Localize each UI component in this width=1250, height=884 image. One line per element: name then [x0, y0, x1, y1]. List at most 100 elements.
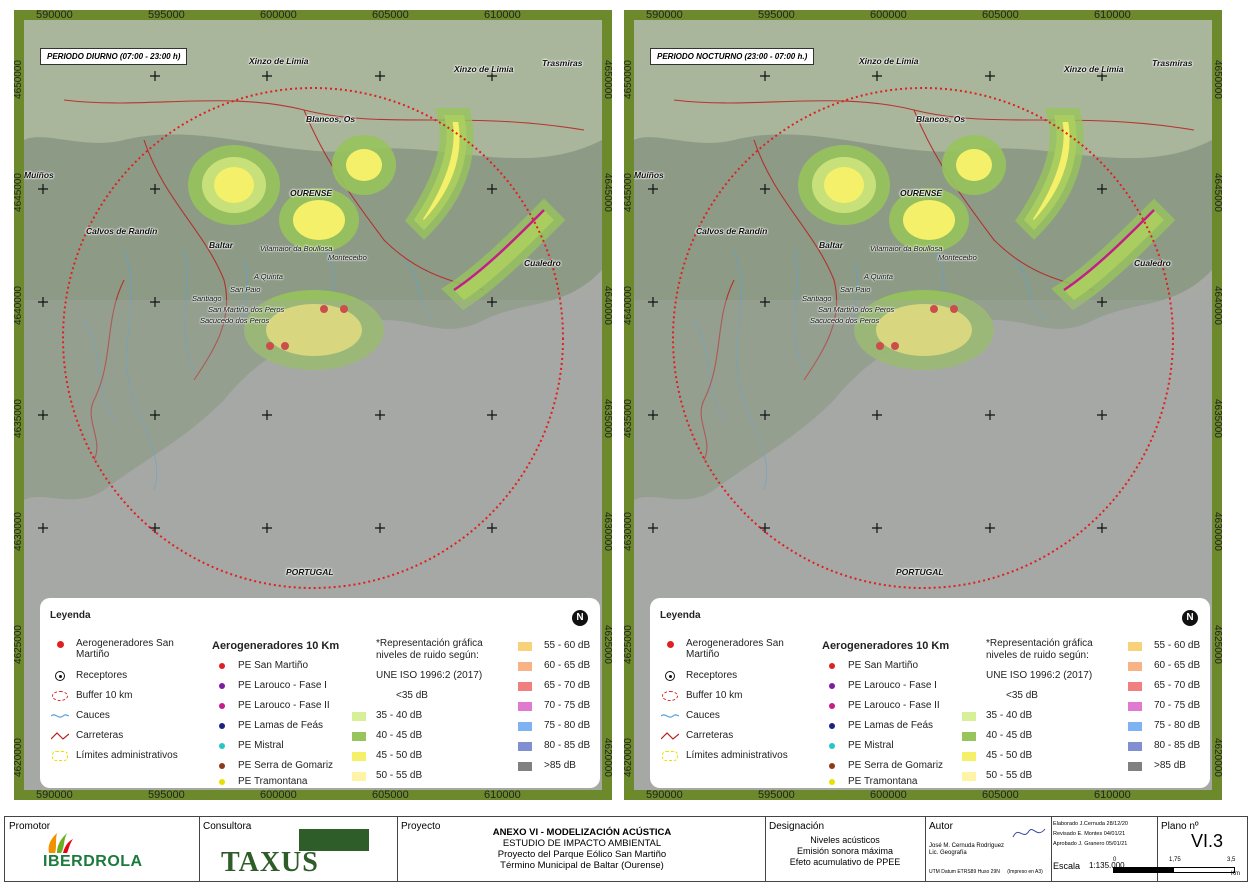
x-tick-label: 595000	[758, 789, 795, 801]
y-tick-label: 4630000	[602, 512, 613, 551]
place-label: Xinzo de Limia	[454, 64, 514, 74]
consultora-name: TAXUS	[221, 847, 319, 878]
legend-item: PE Tramontana	[822, 776, 917, 788]
promotor-label: Promotor	[9, 821, 51, 832]
place-label: Trasmiras	[1152, 58, 1193, 68]
place-label: San Paio	[840, 285, 871, 294]
x-tick-label: 600000	[260, 789, 297, 801]
wind-turbine-icon	[829, 763, 835, 769]
legend-item: PE Serra de Gomariz	[212, 760, 333, 772]
period-label: PERIODO NOCTURNO (23:00 - 07:00 h.)	[650, 48, 815, 65]
x-tick-label: 605000	[372, 789, 409, 801]
legend-level: 40 - 45 dB	[352, 730, 422, 741]
map-canvas: PERIODO NOCTURNO (23:00 - 07:00 h.) Xinz…	[634, 20, 1212, 790]
x-tick-label: 605000	[982, 789, 1019, 801]
proyecto-line: ANEXO VI - MODELIZACIÓN ACÚSTICA	[492, 827, 672, 838]
y-tick-label: 4630000	[623, 512, 634, 551]
escala-value: 1:135.000	[1089, 861, 1125, 870]
place-label: PORTUGAL	[896, 567, 944, 577]
y-tick-label: 4635000	[1212, 399, 1223, 438]
y-tick-label: 4620000	[13, 738, 24, 777]
x-tick-label: 600000	[870, 789, 907, 801]
place-label: Santiago	[802, 294, 832, 303]
datum-text: UTM Datum ETRS89 Huso 29N	[929, 869, 1000, 875]
aero-title: Aerogeneradores 10 Km	[212, 640, 340, 652]
place-label: San Martiño dos Peros	[208, 305, 285, 314]
legend-level: 80 - 85 dB	[518, 740, 590, 751]
legend-level: 75 - 80 dB	[1128, 720, 1200, 731]
place-label: Santiago	[192, 294, 222, 303]
note-text: *Representación gráfica	[986, 638, 1093, 649]
note-text: UNE ISO 1996:2 (2017)	[376, 670, 483, 681]
place-label: Blancos, Os	[916, 114, 966, 124]
place-label: A Quinta	[254, 272, 283, 281]
legend-title: Leyenda	[50, 610, 91, 621]
place-label: Muíños	[24, 170, 54, 180]
designacion-line: Emisión sonora máxima	[796, 846, 894, 856]
place-label: Calvos de Randín	[86, 226, 158, 236]
x-tick-label: 600000	[870, 9, 907, 21]
y-tick-label: 4650000	[623, 60, 634, 99]
place-label: San Paio	[230, 285, 261, 294]
y-tick-label: 4625000	[602, 625, 613, 664]
legend-level: <35 dB	[1006, 690, 1038, 701]
signature-icon	[1011, 823, 1047, 846]
note-text: niveles de ruido según:	[986, 650, 1089, 661]
taxus-logo-icon	[299, 829, 369, 851]
map-legend: Leyenda N Aerogeneradores San Martiño Re…	[40, 598, 600, 788]
autor-line: Lic. Geografía	[929, 850, 967, 856]
iberdrola-logo-icon	[45, 831, 75, 855]
x-tick-label: 610000	[484, 9, 521, 21]
x-tick-label: 605000	[982, 9, 1019, 21]
y-tick-label: 4640000	[1212, 286, 1223, 325]
wind-turbine-icon	[829, 683, 835, 689]
buffer-icon	[52, 691, 68, 701]
legend-level: <35 dB	[396, 690, 428, 701]
legend-level: 80 - 85 dB	[1128, 740, 1200, 751]
legend-level: 75 - 80 dB	[518, 720, 590, 731]
legend-item: Límites administrativos	[50, 750, 178, 762]
wind-turbine-icon	[829, 663, 835, 669]
legend-item: PE Mistral	[212, 740, 284, 752]
map-panel-night: PERIODO NOCTURNO (23:00 - 07:00 h.) Xinz…	[623, 9, 1223, 801]
y-tick-label: 4630000	[1212, 512, 1223, 551]
x-tick-label: 600000	[260, 9, 297, 21]
map-canvas: PERIODO DIURNO (07:00 - 23:00 h) Xinzo d…	[24, 20, 602, 790]
y-tick-label: 4645000	[602, 173, 613, 212]
legend-item: Receptores	[660, 670, 737, 682]
receptor-icon	[665, 671, 675, 681]
promotor-name: IBERDROLA	[43, 853, 143, 870]
note-text: UNE ISO 1996:2 (2017)	[986, 670, 1093, 681]
y-tick-label: 4640000	[13, 286, 24, 325]
admin-limits-icon	[52, 751, 68, 761]
promotor-cell: Promotor IBERDROLA	[5, 817, 200, 881]
place-label: Muíños	[634, 170, 664, 180]
plano-cell: Plano nº VI.3 0 1,75 3,5 Km	[1113, 817, 1245, 881]
legend-item: PE Mistral	[822, 740, 894, 752]
place-label: Monteceibo	[938, 253, 977, 262]
scale-tick: 0	[1113, 857, 1117, 863]
legend-item: PE Larouco - Fase I	[822, 680, 937, 692]
legend-item: PE San Martiño	[822, 660, 918, 672]
wind-turbine-icon	[829, 743, 835, 749]
place-label: Cualedro	[1134, 258, 1171, 268]
legend-level: 65 - 70 dB	[518, 680, 590, 691]
wind-turbine-icon	[829, 723, 835, 729]
place-label: Calvos de Randín	[696, 226, 768, 236]
place-label: Baltar	[209, 240, 234, 250]
y-tick-label: 4625000	[623, 625, 634, 664]
noise-map	[24, 20, 602, 790]
scale-tick: 3,5	[1227, 857, 1236, 863]
legend-level: 50 - 55 dB	[352, 770, 422, 781]
legend-level: >85 dB	[518, 760, 576, 771]
aero-title: Aerogeneradores 10 Km	[822, 640, 950, 652]
legend-item: Receptores	[50, 670, 127, 682]
place-label: PORTUGAL	[286, 567, 334, 577]
legend-item: PE Larouco - Fase I	[212, 680, 327, 692]
road-icon	[50, 730, 70, 742]
place-label: San Martiño dos Peros	[818, 305, 895, 314]
period-label: PERIODO DIURNO (07:00 - 23:00 h)	[40, 48, 188, 65]
scale-unit: Km	[1231, 871, 1240, 877]
north-arrow-icon: N	[572, 610, 588, 626]
x-tick-label: 590000	[646, 9, 683, 21]
